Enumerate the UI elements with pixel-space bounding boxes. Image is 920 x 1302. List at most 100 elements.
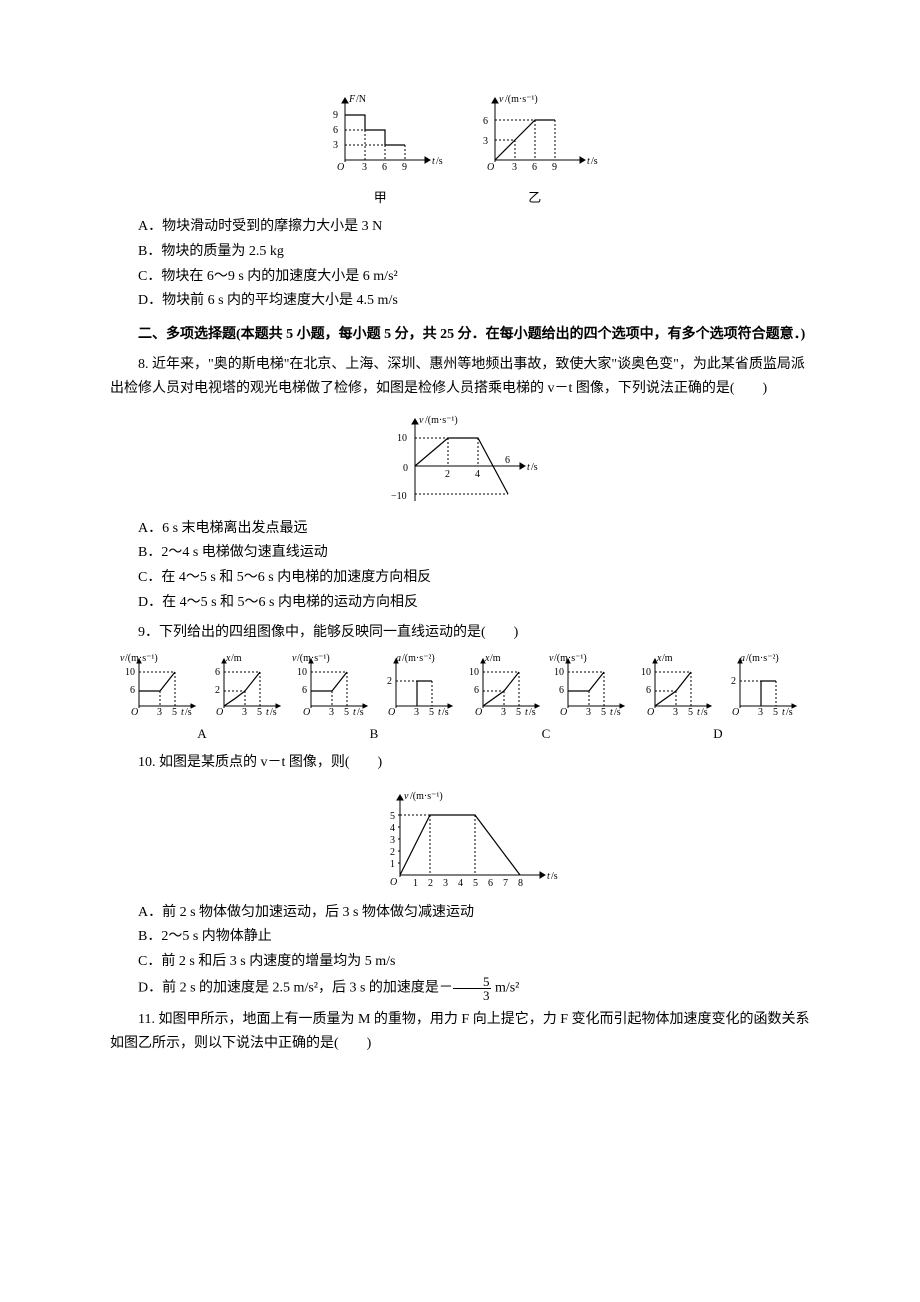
svg-text:/s: /s xyxy=(551,871,558,882)
svg-text:4: 4 xyxy=(475,469,480,480)
svg-text:3: 3 xyxy=(242,707,247,718)
svg-text:t: t xyxy=(547,871,550,882)
svg-text:9: 9 xyxy=(333,110,338,121)
svg-text:/m: /m xyxy=(231,653,242,664)
svg-text:6: 6 xyxy=(646,685,651,696)
svg-text:6: 6 xyxy=(474,685,479,696)
svg-text:/N: /N xyxy=(356,94,366,105)
q8-stem: 8. 近年来，"奥的斯电梯"在北京、上海、深圳、惠州等地频出事故，致使大家"谈奥… xyxy=(110,353,810,401)
svg-text:3: 3 xyxy=(157,707,162,718)
svg-text:3: 3 xyxy=(329,707,334,718)
q9-label-b: B xyxy=(370,721,379,745)
svg-text:6: 6 xyxy=(488,878,493,889)
q7-option-b: B．物块的质量为 2.5 kg xyxy=(110,240,810,264)
svg-text:6: 6 xyxy=(130,685,135,696)
svg-text:3: 3 xyxy=(512,162,517,173)
q7-chart-jia: F/N t/s O 9 6 3 3 6 9 甲 xyxy=(315,90,445,209)
svg-text:3: 3 xyxy=(414,707,419,718)
svg-text:/s: /s xyxy=(701,707,708,718)
svg-text:8: 8 xyxy=(518,878,523,889)
svg-text:5: 5 xyxy=(390,811,395,822)
q10-figure: v/(m·s⁻¹) t/s O 1 2 3 4 5 12 34 56 78 xyxy=(110,785,810,895)
svg-text:3: 3 xyxy=(390,835,395,846)
svg-text:O: O xyxy=(216,707,223,718)
svg-text:7: 7 xyxy=(503,878,508,889)
svg-text:2: 2 xyxy=(428,878,433,889)
svg-text:/s: /s xyxy=(442,707,449,718)
svg-text:F: F xyxy=(348,94,356,105)
q7-chart-yi-caption: 乙 xyxy=(465,185,605,209)
q10-stem: 10. 如图是某质点的 v－t 图像，则( ) xyxy=(110,751,810,775)
svg-text:1: 1 xyxy=(390,859,395,870)
svg-text:/(m·s⁻¹): /(m·s⁻¹) xyxy=(297,653,330,664)
q7-option-a: A．物块滑动时受到的摩擦力大小是 3 N xyxy=(110,215,810,239)
q7-chart-yi: v/(m·s⁻¹) t/s O 6 3 3 6 9 乙 xyxy=(465,90,605,209)
svg-text:/(m·s⁻¹): /(m·s⁻¹) xyxy=(554,653,587,664)
svg-text:5: 5 xyxy=(688,707,693,718)
q7-chart-jia-caption: 甲 xyxy=(315,185,445,209)
svg-text:/(m·s⁻¹): /(m·s⁻¹) xyxy=(425,415,458,426)
svg-text:4: 4 xyxy=(458,878,463,889)
svg-text:2: 2 xyxy=(390,847,395,858)
svg-text:v: v xyxy=(499,94,504,105)
svg-text:a: a xyxy=(396,653,401,664)
q7-option-d: D．物块前 6 s 内的平均速度大小是 4.5 m/s xyxy=(110,289,810,313)
q10-option-d: D．前 2 s 的加速度是 2.5 m/s²，后 3 s 的加速度是－53 m/… xyxy=(110,975,810,1002)
svg-text:/s: /s xyxy=(529,707,536,718)
svg-text:10: 10 xyxy=(297,667,307,678)
q9-label-a: A xyxy=(197,721,206,745)
svg-text:/(m·s⁻²): /(m·s⁻²) xyxy=(402,653,435,664)
svg-text:O: O xyxy=(390,877,397,888)
svg-text:3: 3 xyxy=(362,162,367,173)
svg-text:10: 10 xyxy=(469,667,479,678)
svg-text:/s: /s xyxy=(270,707,277,718)
svg-text:O: O xyxy=(131,707,138,718)
svg-text:2: 2 xyxy=(215,685,220,696)
svg-text:2: 2 xyxy=(445,469,450,480)
svg-text:9: 9 xyxy=(402,162,407,173)
svg-text:4: 4 xyxy=(390,823,395,834)
svg-text:6: 6 xyxy=(505,455,510,466)
svg-text:O: O xyxy=(388,707,395,718)
svg-text:O: O xyxy=(560,707,567,718)
q8-option-d: D．在 4～5 s 和 5～6 s 内电梯的运动方向相反 xyxy=(110,591,810,615)
svg-text:10: 10 xyxy=(554,667,564,678)
svg-text:t: t xyxy=(527,462,530,473)
svg-text:t: t xyxy=(353,707,356,718)
svg-text:0: 0 xyxy=(403,463,408,474)
svg-text:/(m·s⁻¹): /(m·s⁻¹) xyxy=(125,653,158,664)
q10-option-a: A．前 2 s 物体做匀加速运动，后 3 s 物体做匀减速运动 xyxy=(110,901,810,925)
svg-text:1: 1 xyxy=(413,878,418,889)
svg-text:O: O xyxy=(475,707,482,718)
q9-stem: 9．下列给出的四组图像中，能够反映同一直线运动的是( ) xyxy=(110,621,810,645)
svg-text:−10: −10 xyxy=(391,491,407,502)
svg-text:t: t xyxy=(432,156,435,167)
svg-text:3: 3 xyxy=(483,136,488,147)
svg-text:5: 5 xyxy=(473,878,478,889)
q10-option-c: C．前 2 s 和后 3 s 内速度的增量均为 5 m/s xyxy=(110,950,810,974)
q7-option-c: C．物块在 6～9 s 内的加速度大小是 6 m/s² xyxy=(110,265,810,289)
q7-figure-row: F/N t/s O 9 6 3 3 6 9 甲 xyxy=(110,90,810,209)
svg-text:5: 5 xyxy=(344,707,349,718)
svg-text:t: t xyxy=(266,707,269,718)
svg-text:10: 10 xyxy=(125,667,135,678)
svg-text:5: 5 xyxy=(601,707,606,718)
svg-text:3: 3 xyxy=(586,707,591,718)
q9-label-d: D xyxy=(713,721,722,745)
svg-text:5: 5 xyxy=(172,707,177,718)
svg-text:5: 5 xyxy=(516,707,521,718)
q8-figure: v/(m·s⁻¹) t/s 0 10 −10 2 4 6 xyxy=(110,411,810,511)
svg-text:2: 2 xyxy=(731,676,736,687)
svg-text:O: O xyxy=(337,162,344,173)
svg-text:5: 5 xyxy=(773,707,778,718)
svg-text:t: t xyxy=(181,707,184,718)
svg-text:5: 5 xyxy=(257,707,262,718)
svg-text:6: 6 xyxy=(559,685,564,696)
svg-text:t: t xyxy=(610,707,613,718)
q8-option-b: B．2～4 s 电梯做匀速直线运动 xyxy=(110,541,810,565)
svg-text:6: 6 xyxy=(302,685,307,696)
q10-d-pre: D．前 2 s 的加速度是 2.5 m/s²，后 3 s 的加速度是－ xyxy=(138,981,453,996)
q8-option-a: A．6 s 末电梯离出发点最远 xyxy=(110,517,810,541)
svg-text:a: a xyxy=(740,653,745,664)
svg-text:6: 6 xyxy=(333,125,338,136)
